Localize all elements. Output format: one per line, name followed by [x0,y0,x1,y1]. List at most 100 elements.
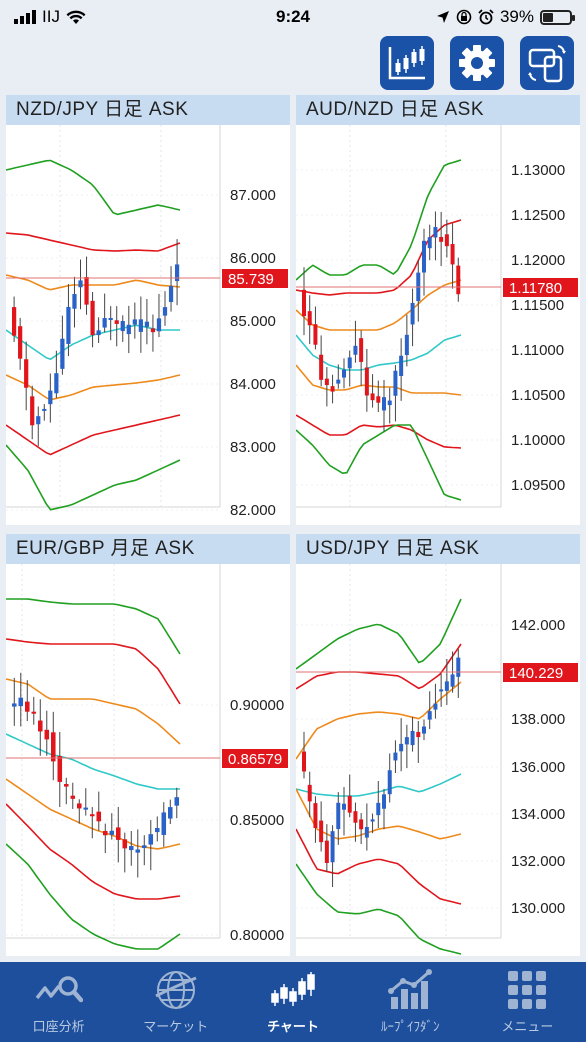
candlestick-chart-usdjpy[interactable]: 142.000140.000138.000136.000134.000132.0… [296,564,580,956]
band-line-up1 [6,274,181,291]
candle-body [120,321,125,332]
tab-label: ﾙｰﾌﾟｲﾌﾀﾞﾝ [380,1020,440,1035]
current-price-label: 1.11780 [509,280,562,297]
band-line-dn2 [6,414,181,456]
band-line-dn2 [6,803,181,900]
y-tick-label: 1.12000 [511,252,565,269]
candle-body [347,795,352,813]
band-line-up2 [6,232,181,252]
y-tick-label: 1.09500 [511,477,565,494]
candle-body [36,416,41,425]
candle-body [307,784,312,802]
chart-panel-audnzd[interactable]: AUD/NZD 日足 ASK 1.13000 1.12500 1.12000 1.11… [296,95,580,525]
candle-body [416,731,421,738]
y-tick-label: 1.10500 [511,387,565,404]
candle-body [42,408,47,411]
carrier-label: IIJ [42,7,60,26]
candle-body [324,840,329,864]
candle-body [72,294,77,309]
candle-body [90,814,95,817]
tab-market[interactable]: マーケット [117,962,234,1042]
candle-body [422,726,426,734]
candle-body [161,812,167,835]
candle-body [12,307,17,336]
candle-body [370,393,375,401]
candle-body [96,330,101,336]
candle-body [399,743,404,752]
candle-body [116,827,121,840]
band-line-up3 [6,598,181,655]
tab-loop-ifdone[interactable]: ﾙｰﾌﾟｲﾌﾀﾞﾝ [352,962,469,1042]
candle-body [450,244,455,265]
account-analysis-icon [35,976,83,1003]
band-line-dn2 [296,828,462,905]
candle-body [12,703,17,707]
candle-body [138,319,143,332]
candle-body [410,302,415,325]
settings-button[interactable] [450,36,504,90]
candle-body [387,770,392,795]
candle-body [142,845,147,849]
candle-body [122,839,128,849]
rotate-screen-button[interactable] [520,36,574,90]
candle-body [330,386,335,392]
wifi-icon [66,10,86,24]
candle-body [54,373,59,394]
candle-body [319,354,324,380]
candle-body [359,338,364,362]
candle-body [387,400,392,406]
tab-chart[interactable]: チャート [234,962,351,1042]
chart-type-button[interactable] [380,36,434,90]
clock: 9:24 [275,7,311,26]
candle-body [439,689,444,692]
alarm-icon [478,9,494,25]
location-arrow-icon [436,11,449,23]
candle-body [57,756,63,782]
candle-body [129,846,134,851]
gear-icon [459,45,495,81]
candle-body [433,703,438,710]
y-tick-label: 132.000 [511,853,565,870]
tab-menu[interactable]: メニュー [469,962,586,1042]
candle-body [156,318,162,332]
tab-bar: 口座分析 マーケット チャート [0,962,586,1042]
tab-account-analysis[interactable]: 口座分析 [0,962,117,1042]
y-tick-label: 0.80000 [230,927,284,944]
battery-icon [540,9,575,25]
candle-body [342,803,346,810]
y-tick-label: 136.000 [511,759,565,776]
candlestick-chart-nzdjpy[interactable]: 87.00086.00085.00084.00083.00082.00008/0… [6,125,290,525]
band-line-dn1 [296,788,462,840]
candle-body [135,849,141,853]
candle-body [444,234,449,247]
candle-body [324,378,329,386]
y-tick-label: 86.000 [230,250,276,267]
candle-body [103,830,108,836]
candle-body [336,802,341,830]
band-line-up2 [296,643,462,690]
candle-body [44,729,50,740]
y-tick-label: 0.90000 [230,697,284,714]
candle-body [364,826,369,838]
tab-label: チャート [267,1020,319,1035]
current-price-label: 0.86579 [228,751,282,768]
candle-body [96,811,102,822]
candle-body [439,236,444,242]
current-price-tag [222,749,288,768]
chart-panel-usdjpy[interactable]: USD/JPY 日足 ASK 142.000140.000138.000136.… [296,534,580,956]
chart-panel-eurgbp[interactable]: EUR/GBP 月足 ASK 0.900000.850000.800000/07… [6,534,290,956]
y-tick-label: 84.000 [230,376,276,393]
y-tick-label: 87.000 [230,187,276,204]
candle-body [24,359,29,388]
candle-body [18,697,24,707]
candlestick-chart-audnzd[interactable]: 1.13000 1.12500 1.12000 1.11500 1.11000 1.105… [296,125,580,525]
band-line-up3 [296,159,462,281]
candle-body [302,751,306,772]
band-line-up1 [296,279,462,331]
chart-panel-nzdjpy[interactable]: NZD/JPY 日足 ASK 87.000 86.000 85.000 84.000 8… [6,95,290,525]
y-tick-label: 130.000 [511,900,565,917]
candle-body [319,820,324,843]
y-tick-label: 82.000 [230,502,276,519]
candle-body [393,752,398,761]
